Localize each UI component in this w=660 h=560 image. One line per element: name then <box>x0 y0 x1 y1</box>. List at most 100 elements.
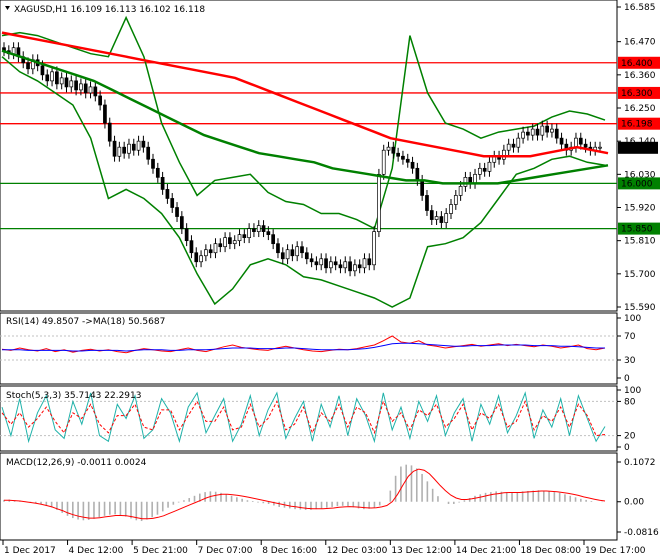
macd-title: MACD(12,26,9) -0.0011 0.0024 <box>6 458 147 468</box>
candle-body <box>295 246 300 257</box>
candle-body <box>324 258 328 269</box>
price-tick-label: 15.810 <box>624 237 656 247</box>
candle-body <box>199 255 203 263</box>
price-tick-label: 15.920 <box>624 204 656 214</box>
candle-body <box>473 173 477 184</box>
candle-body <box>405 158 410 163</box>
candle-body <box>280 252 285 260</box>
candle-body <box>290 249 295 257</box>
candle-body <box>112 140 117 157</box>
time-tick-label: 1 Dec 2017 <box>4 546 56 556</box>
level-badge <box>618 56 660 69</box>
rsi-title: RSI(14) 49.8507 ->MA(18) 50.5687 <box>6 317 165 327</box>
candle-body <box>463 177 468 187</box>
candle-body <box>502 149 506 160</box>
candle-body <box>425 195 429 211</box>
candle-body <box>401 155 405 160</box>
candle-body <box>482 167 487 172</box>
level-badge <box>618 222 660 235</box>
candle-body <box>136 140 141 151</box>
level-badge <box>618 86 660 99</box>
rsi-tick-label: 0 <box>624 374 630 384</box>
candle-body <box>540 125 545 136</box>
candle-body <box>165 189 170 199</box>
candle-body <box>328 261 333 269</box>
candle-body <box>11 47 16 55</box>
candle-body <box>285 249 290 260</box>
candle-body <box>434 216 439 220</box>
candle-body <box>88 86 93 94</box>
candle-body <box>521 131 525 139</box>
candle-body <box>309 258 314 263</box>
price-tick-label: 16.030 <box>624 170 656 180</box>
candle-body <box>458 186 463 196</box>
candle-body <box>160 177 165 190</box>
candle-body <box>338 264 343 269</box>
level-label: 16.000 <box>621 179 653 189</box>
candle-body <box>141 140 146 148</box>
time-tick-label: 5 Dec 21:00 <box>133 546 188 556</box>
candle-body <box>511 143 516 148</box>
candle-body <box>232 240 237 245</box>
bollinger-lower <box>1 56 606 308</box>
candle-body <box>208 249 213 254</box>
candle-body <box>386 146 391 151</box>
candle-body <box>554 128 559 139</box>
candle-body <box>410 161 415 169</box>
candle-body <box>578 137 583 145</box>
candle-body <box>237 234 242 242</box>
macd-tick-label: 0.00 <box>624 498 644 508</box>
candle-body <box>276 243 280 254</box>
candle-body <box>218 243 223 248</box>
candle-body <box>179 216 184 229</box>
candle-body <box>396 152 400 157</box>
candle-body <box>55 71 59 85</box>
macd-tick-label: -0.0816 <box>624 528 659 538</box>
candle-body <box>194 252 199 263</box>
candle-body <box>79 83 83 91</box>
candle-body <box>151 158 155 169</box>
macd-chart: 0.1072 0.00 -0.0816 <box>3 458 659 538</box>
candle-body <box>59 77 64 85</box>
price-pane-border <box>0 0 618 312</box>
candle-body <box>252 228 256 232</box>
time-tick-label: 19 Dec 17:00 <box>585 546 646 556</box>
current-price-badge <box>618 141 658 154</box>
candle-body <box>83 83 88 94</box>
stoch-signal-line <box>1 399 606 437</box>
candle-body <box>103 104 107 124</box>
candle-body <box>228 237 232 245</box>
dropdown-triangle-icon[interactable] <box>5 6 10 10</box>
candle-body <box>98 95 102 106</box>
candle-body <box>127 143 131 154</box>
candle-body <box>175 207 179 217</box>
candle-body <box>266 231 271 235</box>
candle-body <box>535 128 540 136</box>
level-badge <box>618 177 660 190</box>
candle-body <box>26 62 30 70</box>
candle-body <box>367 258 372 266</box>
candle-body <box>146 146 151 160</box>
candle-body <box>189 240 194 254</box>
candle-body <box>170 198 175 208</box>
candle-body <box>40 65 45 76</box>
candle-body <box>420 180 425 196</box>
candle-body <box>453 195 458 205</box>
candle-body <box>107 122 112 142</box>
stoch-tick-label: 20 <box>624 432 636 442</box>
bollinger-upper <box>1 15 606 230</box>
level-label: 16.300 <box>621 89 653 99</box>
time-tick-label: 14 Dec 21:00 <box>456 546 517 556</box>
rsi-tick-label: 70 <box>624 332 636 342</box>
candle-body <box>64 77 69 88</box>
candle-body <box>439 216 444 223</box>
candle-body <box>415 167 420 181</box>
price-tick-label: 16.360 <box>624 71 656 81</box>
candle-body <box>348 261 352 272</box>
rsi-pane-border <box>0 312 618 385</box>
candle-body <box>516 137 521 148</box>
candle-body <box>93 86 98 97</box>
candle-body <box>372 231 376 266</box>
candle-body <box>526 131 530 136</box>
